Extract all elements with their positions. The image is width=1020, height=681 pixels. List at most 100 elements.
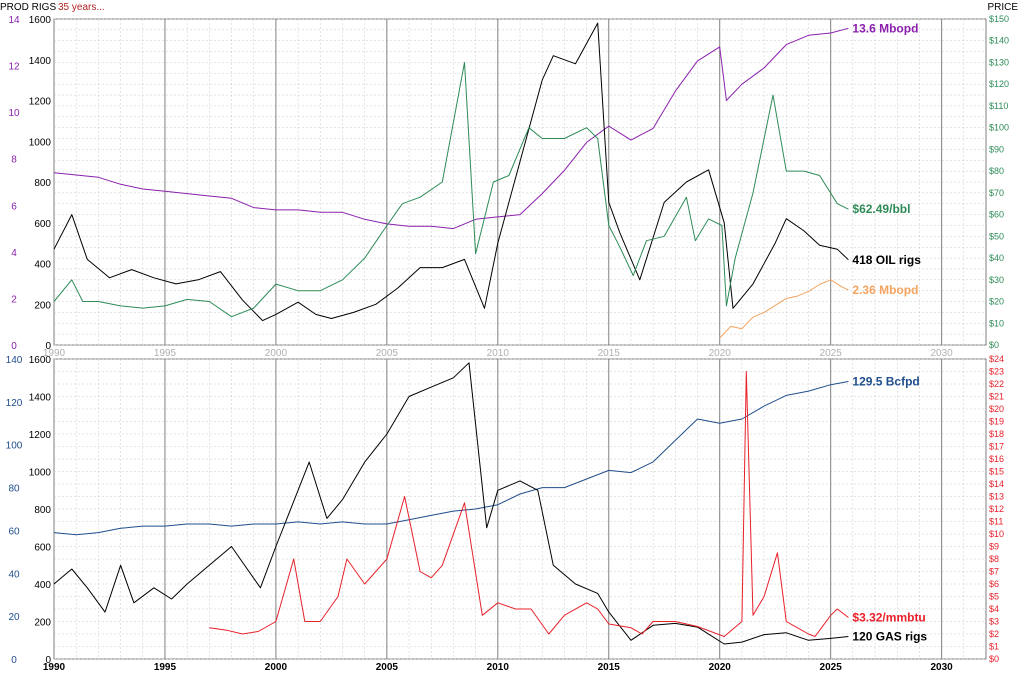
gas-prod-tick-label: 0: [11, 655, 17, 666]
gas-prod-tick-label: 80: [8, 484, 20, 495]
gas-price-tick-label: $7: [989, 567, 999, 577]
oil-prod-tick-label: 12: [8, 62, 20, 73]
gas-prod-tick-label: 40: [8, 569, 20, 580]
oil-price-tick-label: $20: [989, 297, 1004, 307]
gas-major-grid: [164, 359, 943, 659]
gas-price-tick-label: $2: [989, 629, 999, 639]
gas-price-tick-label: $16: [989, 454, 1004, 464]
gas-price-tick-label: $22: [989, 379, 1004, 389]
oil-series-line-oil-rigs: [53, 22, 849, 322]
oil-prod-tick-label: 2: [11, 294, 17, 305]
gas-x-tick-label: 2025: [820, 662, 843, 673]
oil-series-line-us-oil-production: [53, 27, 849, 230]
gas-prod-tick-label: 60: [8, 526, 20, 537]
oil-x-tick-label: 2005: [376, 348, 399, 359]
oil-price-tick-label: $120: [989, 79, 1009, 89]
oil-price-tick-label: $60: [989, 210, 1004, 220]
oil-series-line-other-production: [719, 279, 849, 339]
gas-price-tick-label: $12: [989, 504, 1004, 514]
gas-x-tick-label: 1990: [43, 662, 66, 673]
oil-prod-tick-label: 6: [11, 201, 17, 212]
gas-prod-tick-label: 140: [6, 355, 23, 366]
gas-price-tick-label: $21: [989, 392, 1004, 402]
oil-x-tick-label: 2010: [487, 348, 510, 359]
gas-price-tick-label: $17: [989, 442, 1004, 452]
gas-price-tick-label: $20: [989, 404, 1004, 414]
gas-panel: 1990 1995 2000 2005 2010 2015 2020 2025 20300204…: [6, 354, 1004, 673]
oil-price-tick-label: $0: [989, 340, 999, 350]
gas-rigs-tick-label: 200: [34, 618, 51, 629]
gas-price-tick-label: $19: [989, 417, 1004, 427]
oil-series-label-us-oil-production: 13.6 Mbopd: [852, 21, 918, 35]
oil-price-tick-label: $50: [989, 231, 1004, 241]
oil-price-tick-label: $10: [989, 318, 1004, 328]
oil-panel: 1990 1995 2000 2005 2010 2015 2020 2025 20300246…: [8, 14, 1009, 359]
gas-series-label-gas-rigs: 120 GAS rigs: [852, 630, 927, 644]
oil-prod-tick-label: 14: [8, 15, 20, 26]
oil-series-line-wti-price: [53, 62, 849, 318]
oil-price-tick-label: $150: [989, 14, 1009, 24]
gas-x-tick-label: 2020: [709, 662, 732, 673]
gas-series-label-us-gas-production: 129.5 Bcfpd: [852, 375, 919, 389]
oil-x-tick-label: 2000: [265, 348, 288, 359]
oil-price-tick-label: $40: [989, 253, 1004, 263]
gas-rigs-tick-label: 400: [34, 580, 51, 591]
oil-price-tick-label: $90: [989, 144, 1004, 154]
gas-price-tick-label: $8: [989, 554, 999, 564]
gas-series-label-henry-hub-price: $3.32/mmbtu: [852, 611, 925, 625]
oil-rigs-tick-label: 1200: [29, 97, 52, 108]
oil-series-label-other-production: 2.36 Mbopd: [852, 283, 918, 297]
oil-major-grid: [164, 19, 943, 345]
chart-subtitle: 35 years...: [58, 2, 105, 13]
oil-rigs-tick-label: 800: [34, 178, 51, 189]
oil-price-tick-label: $100: [989, 123, 1009, 133]
oil-prod-tick-label: 10: [8, 108, 20, 119]
gas-price-tick-label: $14: [989, 479, 1004, 489]
oil-rigs-tick-label: 1600: [29, 15, 52, 26]
gas-x-tick-label: 2015: [598, 662, 621, 673]
gas-price-tick-label: $11: [989, 517, 1003, 527]
gas-x-tick-label: 1995: [154, 662, 177, 673]
gas-rigs-tick-label: 1600: [29, 355, 52, 366]
right-axis-header: PRICE: [987, 2, 1018, 13]
gas-series-line-us-gas-production: [53, 381, 849, 536]
oil-price-tick-label: $110: [989, 101, 1008, 111]
gas-price-tick-label: $4: [989, 604, 999, 614]
gas-rigs-tick-label: 1200: [29, 430, 52, 441]
gas-price-tick-label: $15: [989, 467, 1004, 477]
gas-price-tick-label: $24: [989, 354, 1004, 364]
gas-x-tick-label: 2030: [930, 662, 953, 673]
oil-rigs-tick-label: 200: [34, 300, 51, 311]
gas-price-tick-label: $13: [989, 492, 1004, 502]
oil-rigs-tick-label: 1400: [29, 56, 52, 67]
oil-x-tick-label: 1995: [154, 348, 177, 359]
gas-series-line-gas-rigs: [53, 362, 849, 645]
oil-x-tick-label: 2030: [930, 348, 953, 359]
gas-price-tick-label: $5: [989, 592, 999, 602]
gas-price-tick-label: $1: [989, 642, 999, 652]
gas-minor-grid: [54, 358, 986, 660]
gas-x-tick-label: 2005: [376, 662, 399, 673]
oil-x-tick-label: 2020: [709, 348, 732, 359]
gas-price-tick-label: $6: [989, 579, 999, 589]
gas-rigs-tick-label: 1400: [29, 393, 52, 404]
gas-x-tick-label: 2000: [265, 662, 288, 673]
oil-rigs-tick-label: 1000: [29, 137, 52, 148]
oil-price-tick-label: $30: [989, 275, 1004, 285]
gas-prod-tick-label: 20: [8, 612, 20, 623]
gas-rigs-tick-label: 800: [34, 505, 51, 516]
gas-price-tick-label: $0: [989, 654, 999, 664]
oil-price-tick-label: $140: [989, 36, 1009, 46]
oil-series-label-oil-rigs: 418 OIL rigs: [852, 253, 921, 267]
gas-rigs-tick-label: 600: [34, 543, 51, 554]
gas-price-tick-label: $18: [989, 429, 1004, 439]
gas-rigs-tick-label: 1000: [29, 468, 52, 479]
oil-x-tick-label: 2025: [820, 348, 843, 359]
oil-rigs-tick-label: 400: [34, 260, 51, 271]
oil-price-tick-label: $130: [989, 57, 1009, 67]
oil-rigs-tick-label: 0: [45, 341, 51, 352]
oil-rigs-tick-label: 600: [34, 219, 51, 230]
oil-price-tick-label: $80: [989, 166, 1004, 176]
gas-price-tick-label: $9: [989, 542, 999, 552]
